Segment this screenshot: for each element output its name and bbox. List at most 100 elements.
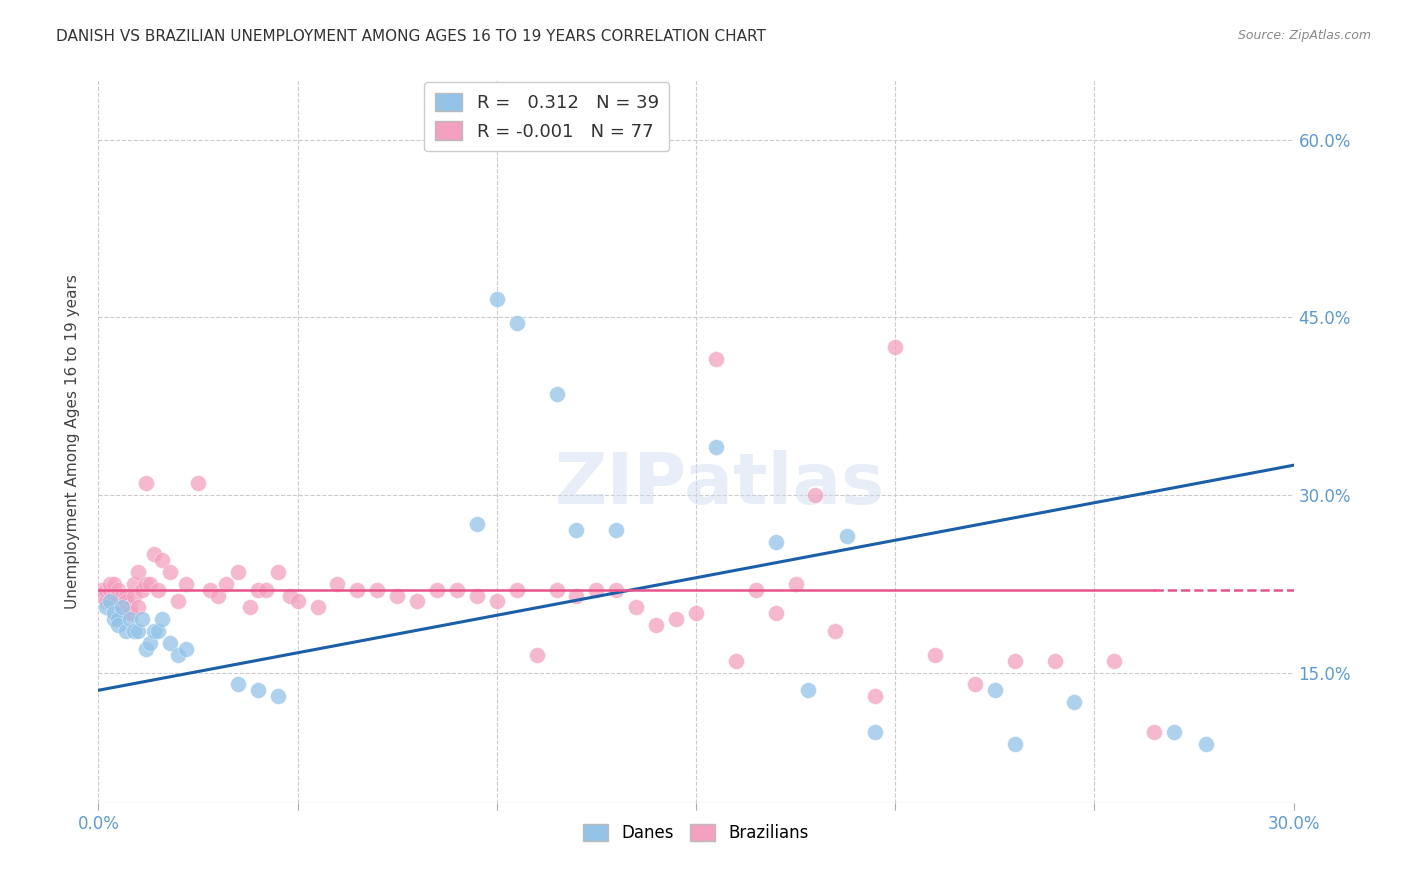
Point	[704, 441, 727, 455]
Point	[963, 677, 986, 691]
Point	[215, 576, 238, 591]
Point	[111, 607, 134, 621]
Point	[278, 589, 301, 603]
Point	[1143, 724, 1166, 739]
Point	[924, 648, 946, 662]
Point	[124, 624, 146, 638]
Point	[685, 607, 707, 621]
Point	[1104, 654, 1126, 668]
Point	[115, 589, 138, 603]
Point	[1004, 654, 1026, 668]
Point	[187, 475, 209, 490]
Point	[103, 576, 125, 591]
Point	[865, 689, 887, 703]
Point	[124, 589, 146, 603]
Point	[665, 612, 688, 626]
Point	[485, 594, 508, 608]
Point	[226, 677, 249, 691]
Point	[91, 582, 114, 597]
Point	[115, 594, 138, 608]
Point	[96, 600, 118, 615]
Point	[385, 589, 409, 603]
Point	[120, 600, 142, 615]
Point	[96, 594, 118, 608]
Point	[1195, 737, 1218, 751]
Point	[565, 589, 588, 603]
Point	[246, 683, 269, 698]
Point	[446, 582, 468, 597]
Point	[143, 547, 166, 561]
Point	[865, 724, 887, 739]
Point	[124, 576, 146, 591]
Point	[585, 582, 607, 597]
Point	[506, 582, 529, 597]
Point	[120, 612, 142, 626]
Point	[565, 524, 588, 538]
Text: ZIPatlas: ZIPatlas	[555, 450, 884, 519]
Point	[804, 488, 827, 502]
Point	[135, 475, 157, 490]
Point	[115, 624, 138, 638]
Point	[159, 565, 181, 579]
Point	[546, 582, 568, 597]
Point	[724, 654, 747, 668]
Point	[150, 612, 173, 626]
Y-axis label: Unemployment Among Ages 16 to 19 years: Unemployment Among Ages 16 to 19 years	[65, 274, 80, 609]
Point	[765, 535, 787, 549]
Point	[824, 624, 846, 638]
Point	[704, 351, 727, 366]
Point	[267, 689, 290, 703]
Point	[98, 576, 122, 591]
Point	[226, 565, 249, 579]
Point	[174, 576, 197, 591]
Text: Source: ZipAtlas.com: Source: ZipAtlas.com	[1237, 29, 1371, 42]
Point	[506, 316, 529, 330]
Point	[98, 594, 122, 608]
Point	[366, 582, 388, 597]
Point	[796, 683, 818, 698]
Point	[174, 641, 197, 656]
Point	[246, 582, 269, 597]
Point	[546, 387, 568, 401]
Point	[837, 529, 859, 543]
Point	[98, 582, 122, 597]
Point	[1163, 724, 1185, 739]
Point	[267, 565, 290, 579]
Point	[131, 582, 153, 597]
Point	[254, 582, 277, 597]
Point	[785, 576, 807, 591]
Point	[198, 582, 221, 597]
Point	[745, 582, 768, 597]
Point	[143, 624, 166, 638]
Point	[148, 624, 170, 638]
Point	[605, 582, 627, 597]
Point	[127, 600, 149, 615]
Point	[167, 648, 190, 662]
Point	[307, 600, 329, 615]
Point	[107, 589, 129, 603]
Point	[605, 524, 627, 538]
Point	[103, 612, 125, 626]
Point	[107, 594, 129, 608]
Point	[91, 589, 114, 603]
Point	[426, 582, 449, 597]
Point	[207, 589, 229, 603]
Point	[645, 618, 668, 632]
Point	[148, 582, 170, 597]
Point	[159, 636, 181, 650]
Point	[167, 594, 190, 608]
Point	[346, 582, 368, 597]
Point	[1004, 737, 1026, 751]
Point	[135, 641, 157, 656]
Point	[485, 293, 508, 307]
Point	[626, 600, 648, 615]
Point	[984, 683, 1007, 698]
Text: DANISH VS BRAZILIAN UNEMPLOYMENT AMONG AGES 16 TO 19 YEARS CORRELATION CHART: DANISH VS BRAZILIAN UNEMPLOYMENT AMONG A…	[56, 29, 766, 44]
Point	[127, 624, 149, 638]
Point	[120, 607, 142, 621]
Point	[287, 594, 309, 608]
Point	[765, 607, 787, 621]
Point	[239, 600, 262, 615]
Point	[135, 576, 157, 591]
Point	[103, 607, 125, 621]
